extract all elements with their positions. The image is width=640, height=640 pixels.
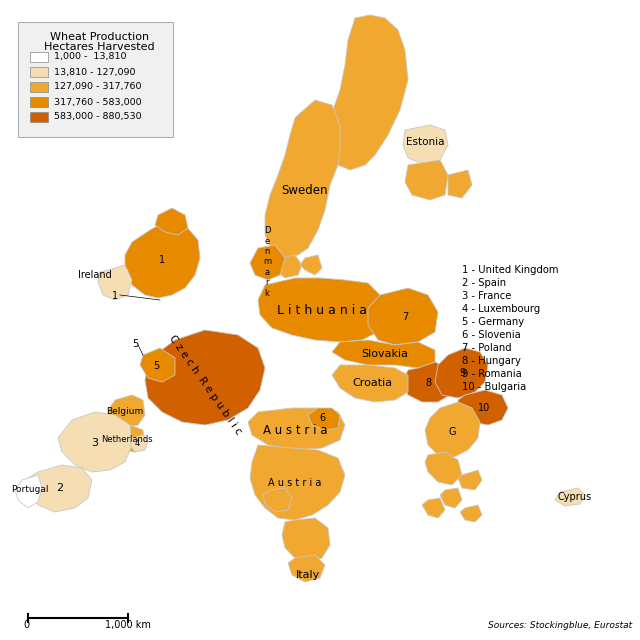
Polygon shape bbox=[440, 488, 462, 508]
Text: Hectares Harvested: Hectares Harvested bbox=[44, 42, 155, 52]
Text: Wheat Production: Wheat Production bbox=[50, 32, 149, 42]
Polygon shape bbox=[332, 365, 408, 402]
Text: 127,090 - 317,760: 127,090 - 317,760 bbox=[54, 83, 141, 92]
Text: Slovakia: Slovakia bbox=[362, 349, 408, 359]
Polygon shape bbox=[110, 425, 145, 452]
Text: 5: 5 bbox=[132, 339, 138, 349]
Polygon shape bbox=[263, 488, 292, 512]
Polygon shape bbox=[130, 435, 148, 452]
Polygon shape bbox=[282, 518, 330, 562]
Text: Belgium: Belgium bbox=[106, 408, 143, 417]
Text: Croatia: Croatia bbox=[352, 378, 392, 388]
Bar bbox=[30, 112, 48, 122]
Text: 8: 8 bbox=[425, 378, 431, 388]
Polygon shape bbox=[458, 390, 508, 425]
Text: 2 - Spain: 2 - Spain bbox=[462, 278, 506, 288]
Text: 3 - France: 3 - France bbox=[462, 291, 511, 301]
Bar bbox=[30, 82, 48, 92]
Polygon shape bbox=[155, 208, 188, 235]
Polygon shape bbox=[250, 245, 285, 280]
Text: 8 - Hungary: 8 - Hungary bbox=[462, 356, 521, 366]
Polygon shape bbox=[422, 498, 445, 518]
Bar bbox=[30, 52, 48, 62]
Polygon shape bbox=[15, 475, 42, 508]
Polygon shape bbox=[258, 278, 382, 342]
Text: Portugal: Portugal bbox=[12, 486, 49, 495]
Text: 1: 1 bbox=[112, 291, 118, 301]
Polygon shape bbox=[145, 330, 265, 425]
Polygon shape bbox=[448, 170, 472, 198]
Polygon shape bbox=[458, 470, 482, 490]
Polygon shape bbox=[425, 452, 462, 485]
Text: 1: 1 bbox=[159, 255, 165, 265]
Text: 6: 6 bbox=[319, 413, 325, 423]
Polygon shape bbox=[405, 160, 448, 200]
Text: 4 - Luxembourg: 4 - Luxembourg bbox=[462, 304, 540, 314]
Bar bbox=[30, 97, 48, 107]
Text: Italy: Italy bbox=[296, 570, 320, 580]
Text: 583,000 - 880,530: 583,000 - 880,530 bbox=[54, 113, 141, 122]
Text: 13,810 - 127,090: 13,810 - 127,090 bbox=[54, 67, 136, 77]
Text: A u s t r i a: A u s t r i a bbox=[263, 424, 327, 436]
Text: Cyprus: Cyprus bbox=[558, 492, 592, 502]
Text: 2: 2 bbox=[56, 483, 63, 493]
Polygon shape bbox=[250, 445, 345, 520]
Text: 3: 3 bbox=[92, 438, 99, 448]
Text: 9: 9 bbox=[459, 368, 465, 378]
Text: Ireland: Ireland bbox=[78, 270, 112, 280]
Polygon shape bbox=[58, 412, 132, 472]
Text: C z e c h  R e p u b l i c: C z e c h R e p u b l i c bbox=[167, 333, 243, 436]
Polygon shape bbox=[300, 255, 322, 275]
Text: G: G bbox=[448, 427, 456, 437]
Text: Estonia: Estonia bbox=[406, 137, 444, 147]
Polygon shape bbox=[425, 402, 480, 458]
Text: A u s t r i a: A u s t r i a bbox=[268, 478, 322, 488]
Polygon shape bbox=[403, 125, 448, 165]
Text: 10: 10 bbox=[478, 403, 490, 413]
Text: 5 - Germany: 5 - Germany bbox=[462, 317, 524, 327]
Polygon shape bbox=[368, 288, 438, 345]
Text: 0: 0 bbox=[23, 620, 29, 630]
Text: Netherlands: Netherlands bbox=[101, 435, 153, 445]
Polygon shape bbox=[265, 100, 340, 258]
Polygon shape bbox=[125, 220, 200, 298]
Polygon shape bbox=[248, 408, 345, 450]
Polygon shape bbox=[460, 505, 482, 522]
Text: 7 - Poland: 7 - Poland bbox=[462, 343, 511, 353]
Text: 6 - Slovenia: 6 - Slovenia bbox=[462, 330, 521, 340]
Polygon shape bbox=[272, 255, 302, 278]
Text: 317,760 - 583,000: 317,760 - 583,000 bbox=[54, 97, 141, 106]
Polygon shape bbox=[328, 15, 408, 170]
Polygon shape bbox=[288, 555, 325, 582]
Bar bbox=[30, 67, 48, 77]
Polygon shape bbox=[555, 488, 585, 506]
Text: 7: 7 bbox=[402, 312, 408, 322]
Text: Sweden: Sweden bbox=[282, 184, 328, 196]
Polygon shape bbox=[28, 465, 92, 512]
Polygon shape bbox=[402, 362, 455, 402]
Text: 1 - United Kingdom: 1 - United Kingdom bbox=[462, 265, 559, 275]
Polygon shape bbox=[140, 348, 175, 382]
Bar bbox=[18, 22, 173, 137]
Text: 5: 5 bbox=[153, 361, 159, 371]
Text: Sources: Stockingblue, Eurostat: Sources: Stockingblue, Eurostat bbox=[488, 621, 632, 630]
Text: 4: 4 bbox=[134, 438, 140, 447]
Polygon shape bbox=[435, 348, 488, 398]
Polygon shape bbox=[108, 395, 145, 428]
Text: 9 - Romania: 9 - Romania bbox=[462, 369, 522, 379]
Polygon shape bbox=[308, 408, 340, 430]
Text: L i t h u a n i a: L i t h u a n i a bbox=[277, 305, 367, 317]
Polygon shape bbox=[98, 265, 132, 300]
Text: D
e
n
m
a
r
k: D e n m a r k bbox=[263, 227, 271, 298]
Text: 1,000 -  13,810: 1,000 - 13,810 bbox=[54, 52, 127, 61]
Text: 1,000 km: 1,000 km bbox=[105, 620, 151, 630]
Text: 10 - Bulgaria: 10 - Bulgaria bbox=[462, 382, 526, 392]
Polygon shape bbox=[332, 340, 435, 368]
